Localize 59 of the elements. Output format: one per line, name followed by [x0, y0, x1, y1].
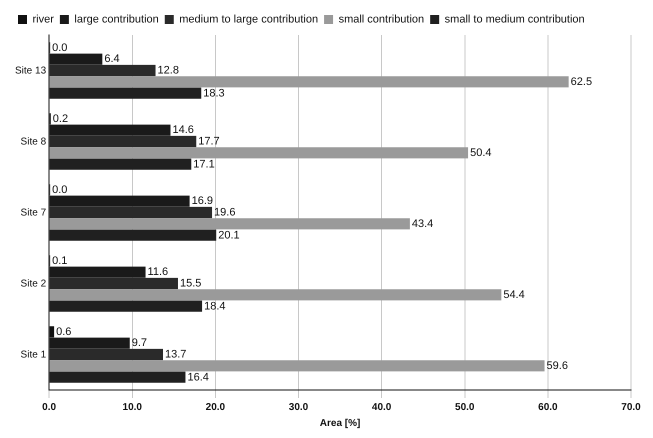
legend-label: medium to large contribution	[179, 14, 318, 26]
data-label: 54.4	[503, 288, 525, 301]
bar	[50, 278, 178, 290]
data-label: 0.0	[52, 184, 68, 196]
x-axis-title: Area [%]	[320, 418, 360, 429]
x-tick-label: 10.0	[122, 402, 142, 413]
legend-label: river	[32, 14, 54, 26]
x-tick-label: 20.0	[206, 402, 226, 413]
data-label: 50.4	[470, 146, 492, 159]
y-tick-label: Site 13	[14, 65, 47, 76]
data-label: 43.4	[412, 218, 434, 230]
bar	[50, 76, 569, 88]
bar	[50, 88, 202, 99]
data-label: 13.7	[165, 348, 186, 361]
data-label: 59.6	[546, 360, 568, 372]
y-tick-label: Site 8	[20, 136, 47, 148]
data-label: 9.7	[132, 337, 148, 350]
legend-label: small to medium contribution	[444, 14, 585, 26]
data-label: 12.8	[158, 64, 179, 77]
data-label: 0.6	[56, 326, 72, 338]
data-label: 62.5	[570, 76, 592, 88]
x-tick-label: 70.0	[621, 402, 642, 413]
y-tick-label: Site 1	[20, 349, 47, 360]
bar	[50, 360, 545, 372]
legend-label: small contribution	[338, 14, 424, 26]
bar	[50, 136, 196, 148]
data-label: 15.5	[180, 278, 202, 290]
y-tick-label: Site 2	[20, 278, 47, 290]
bar	[50, 158, 192, 170]
bar	[50, 64, 156, 76]
bar	[50, 289, 502, 300]
bar	[50, 206, 212, 218]
data-label: 18.3	[203, 87, 225, 100]
x-tick-label: 30.0	[288, 402, 309, 413]
data-label: 0.2	[52, 112, 68, 125]
legend-label: large contribution	[74, 14, 159, 26]
x-tick-label: 40.0	[372, 402, 392, 413]
data-label: 11.6	[148, 266, 168, 278]
data-label: 16.4	[187, 371, 209, 384]
data-label: 18.4	[204, 300, 226, 312]
x-tick-label: 50.0	[455, 402, 475, 413]
data-label: 17.1	[193, 158, 215, 170]
bar	[50, 372, 186, 383]
data-label: 0.1	[52, 254, 68, 267]
bar	[50, 230, 216, 241]
data-label: 19.6	[214, 206, 236, 219]
data-label: 20.1	[218, 229, 240, 242]
x-tick-label: 0.0	[42, 402, 57, 413]
data-label: 0.0	[52, 42, 68, 54]
bar	[50, 300, 202, 312]
bar	[50, 147, 468, 158]
data-label: 14.6	[172, 124, 194, 136]
bar	[50, 348, 164, 360]
y-tick-label: Site 7	[20, 207, 47, 218]
data-label: 16.9	[192, 195, 214, 208]
data-label: 17.7	[198, 136, 220, 148]
bar	[50, 218, 410, 230]
x-tick-label: 60.0	[538, 402, 558, 413]
data-label: 6.4	[104, 53, 120, 66]
